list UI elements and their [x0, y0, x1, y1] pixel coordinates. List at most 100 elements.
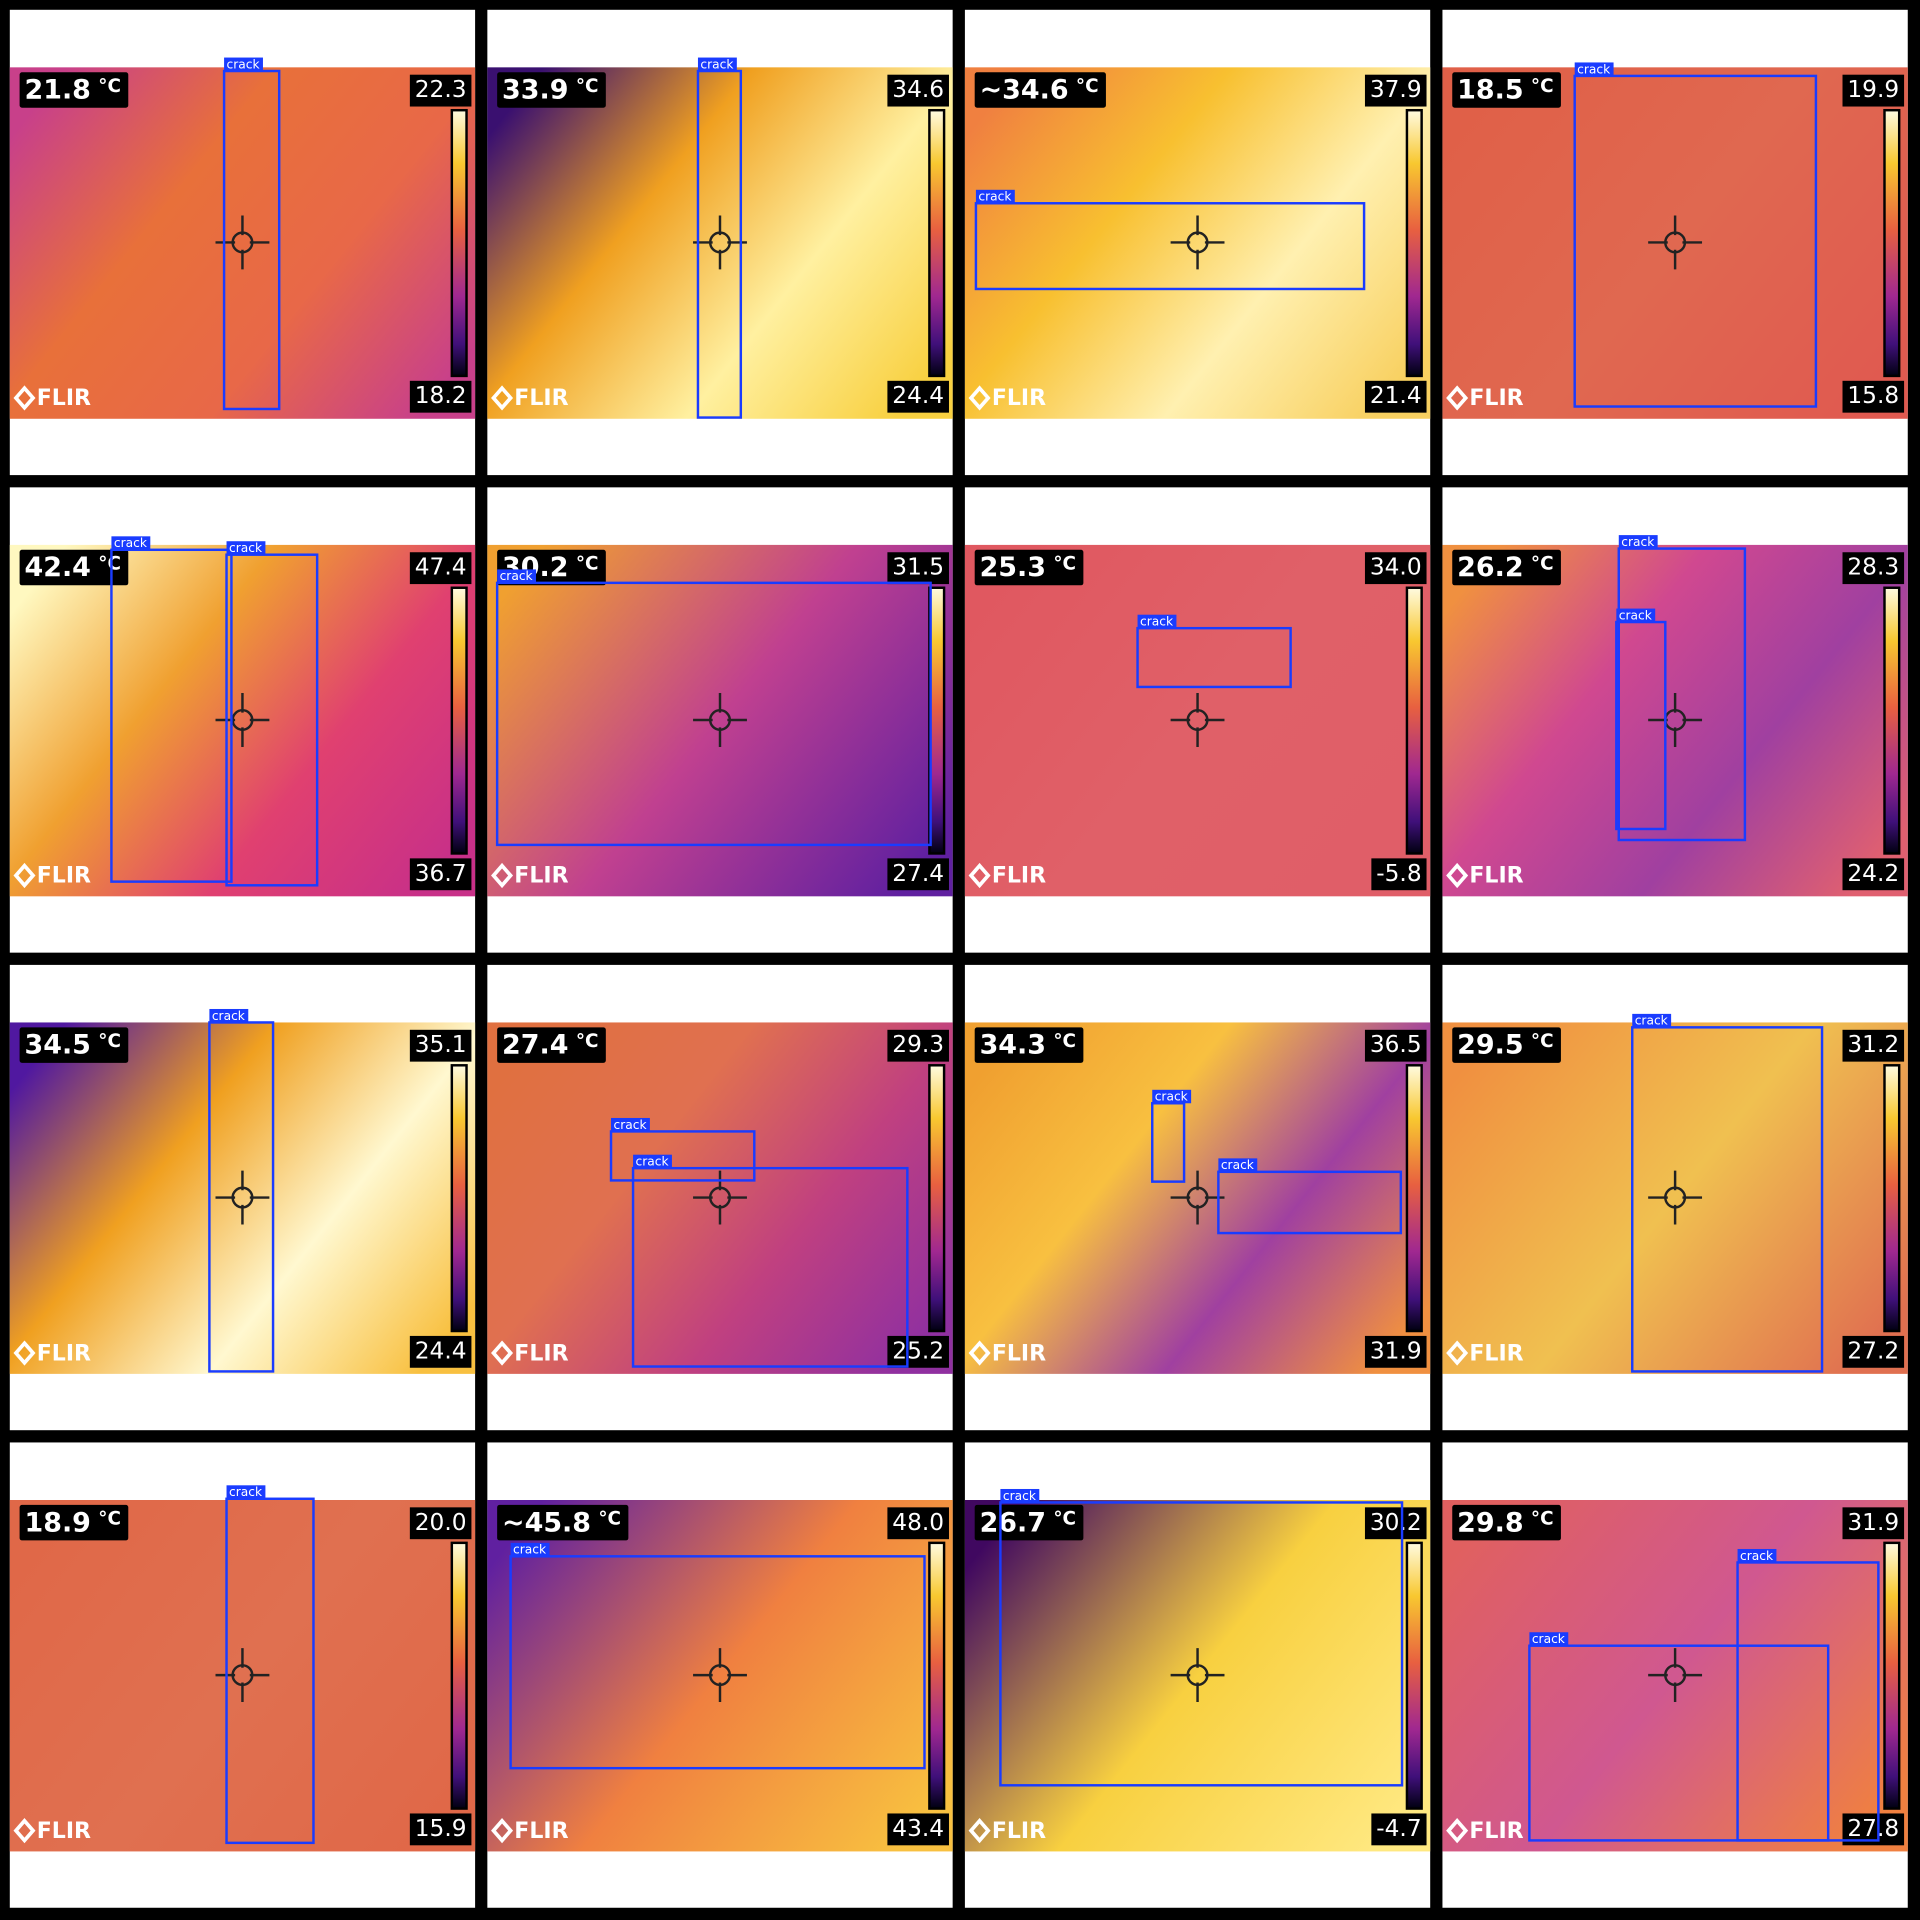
spot-temp-box: [1452, 1504, 1561, 1541]
logo: FLIR: [1469, 1819, 1523, 1844]
max-temp: 36.5: [1370, 1031, 1422, 1058]
detection-label: crack: [1003, 1489, 1037, 1503]
logo: FLIR: [1469, 864, 1523, 889]
spot-temp: 29.5 °C: [1457, 1029, 1553, 1060]
color-scale: [1405, 586, 1423, 855]
spot-unit: °C: [1531, 1509, 1554, 1530]
color-scale: [1883, 108, 1901, 378]
min-temp-box: [887, 380, 949, 413]
spot-unit: °C: [98, 553, 121, 574]
spot-temp-box: [497, 72, 606, 108]
spot-temp-box: [19, 1504, 129, 1541]
detection-label-box: [1618, 535, 1658, 549]
detection-label: crack: [636, 1155, 670, 1169]
logo-mark: [968, 1340, 991, 1366]
logo-mark: [13, 862, 36, 889]
color-scale: [1883, 586, 1901, 855]
spot-unit: °C: [576, 1031, 599, 1052]
min-temp-box: [1842, 1335, 1905, 1368]
spot-temp-box: [1452, 549, 1561, 586]
max-temp: 37.9: [1370, 76, 1422, 103]
logo: FLIR: [1469, 386, 1523, 411]
min-temp-box: [887, 1813, 949, 1846]
detection-box: [1631, 1026, 1824, 1373]
detection-label: crack: [500, 569, 534, 583]
thermal-image: [487, 1500, 953, 1852]
thermal-image: [9, 1500, 476, 1852]
max-temp-box: [409, 1507, 472, 1540]
detection-label-box: [510, 1542, 550, 1557]
min-temp-box: [1364, 380, 1427, 413]
spot-temp-box: [974, 1027, 1084, 1063]
spot-value: 29.5: [1457, 1029, 1523, 1060]
spot-unit: °C: [1053, 1509, 1076, 1530]
max-temp-box: [409, 1029, 472, 1062]
spot-temp: 18.9 °C: [24, 1507, 120, 1538]
detection-label-box: [224, 57, 263, 72]
max-temp: 31.5: [892, 554, 944, 581]
max-temp-box: [1842, 1029, 1905, 1062]
max-temp: 31.9: [1847, 1509, 1899, 1536]
detection-label: crack: [114, 536, 148, 550]
detection-label-box: [1737, 1548, 1777, 1563]
spot-unit: °C: [1531, 76, 1554, 97]
detection-box: [999, 1501, 1404, 1787]
logo-mark: [968, 862, 991, 889]
logo: FLIR: [992, 386, 1046, 411]
crosshair: [693, 1170, 747, 1225]
crosshair: [693, 1648, 747, 1703]
color-scale: [928, 1541, 946, 1810]
spot-value: 34.3: [980, 1029, 1046, 1060]
logo-mark: [491, 862, 514, 889]
logo: FLIR: [514, 1819, 568, 1844]
max-temp-box: [1364, 552, 1427, 585]
min-temp-box: [1842, 380, 1905, 413]
spot-temp: 18.5 °C: [1457, 74, 1553, 105]
max-temp: 35.1: [415, 1031, 467, 1058]
detection-box: [1217, 1170, 1403, 1235]
color-scale: [450, 1064, 468, 1333]
detection-box: [509, 1555, 926, 1770]
spot-temp: 26.2 °C: [1457, 552, 1553, 583]
spot-unit: °C: [1531, 1031, 1554, 1052]
min-temp: 27.8: [1847, 1815, 1899, 1842]
max-temp: 20.0: [415, 1509, 467, 1536]
spot-value: 34.5: [24, 1029, 90, 1060]
detection-box: [1617, 547, 1747, 842]
spot-temp: ~34.6 °C: [980, 74, 1099, 105]
max-temp-box: [409, 552, 472, 585]
spot-value: 18.9: [24, 1507, 90, 1538]
detection-label-box: [497, 569, 537, 583]
detection-label: crack: [1619, 608, 1653, 622]
crosshair: [1648, 1648, 1703, 1703]
logo-mark: [1446, 862, 1469, 889]
logo: FLIR: [992, 1341, 1046, 1366]
min-temp: 24.4: [415, 1337, 467, 1364]
crosshair: [693, 215, 747, 270]
spot-value: 42.4: [24, 552, 90, 583]
min-temp: 43.4: [892, 1815, 944, 1842]
spot-value: 18.5: [1457, 74, 1523, 105]
detection-label: crack: [212, 1009, 246, 1023]
max-temp-box: [887, 1507, 949, 1540]
detection-label: crack: [1532, 1632, 1566, 1646]
thermal-image: [487, 67, 953, 419]
spot-temp-box: [19, 72, 129, 108]
detection-label: crack: [613, 1118, 647, 1132]
logo-mark: [968, 385, 991, 411]
detection-label-box: [209, 1008, 249, 1023]
spot-temp-box: [974, 549, 1084, 586]
detection-label: crack: [1621, 535, 1655, 549]
detection-label: crack: [1635, 1014, 1669, 1028]
spot-value: 27.4: [502, 1029, 568, 1060]
max-temp-box: [1364, 74, 1427, 107]
min-temp-box: [409, 858, 472, 891]
color-scale: [1405, 1064, 1423, 1333]
crosshair: [1648, 693, 1703, 747]
detection-label-box: [697, 57, 737, 72]
spot-unit: °C: [98, 1509, 121, 1530]
detection-label: crack: [229, 1485, 263, 1499]
logo: FLIR: [514, 386, 568, 411]
